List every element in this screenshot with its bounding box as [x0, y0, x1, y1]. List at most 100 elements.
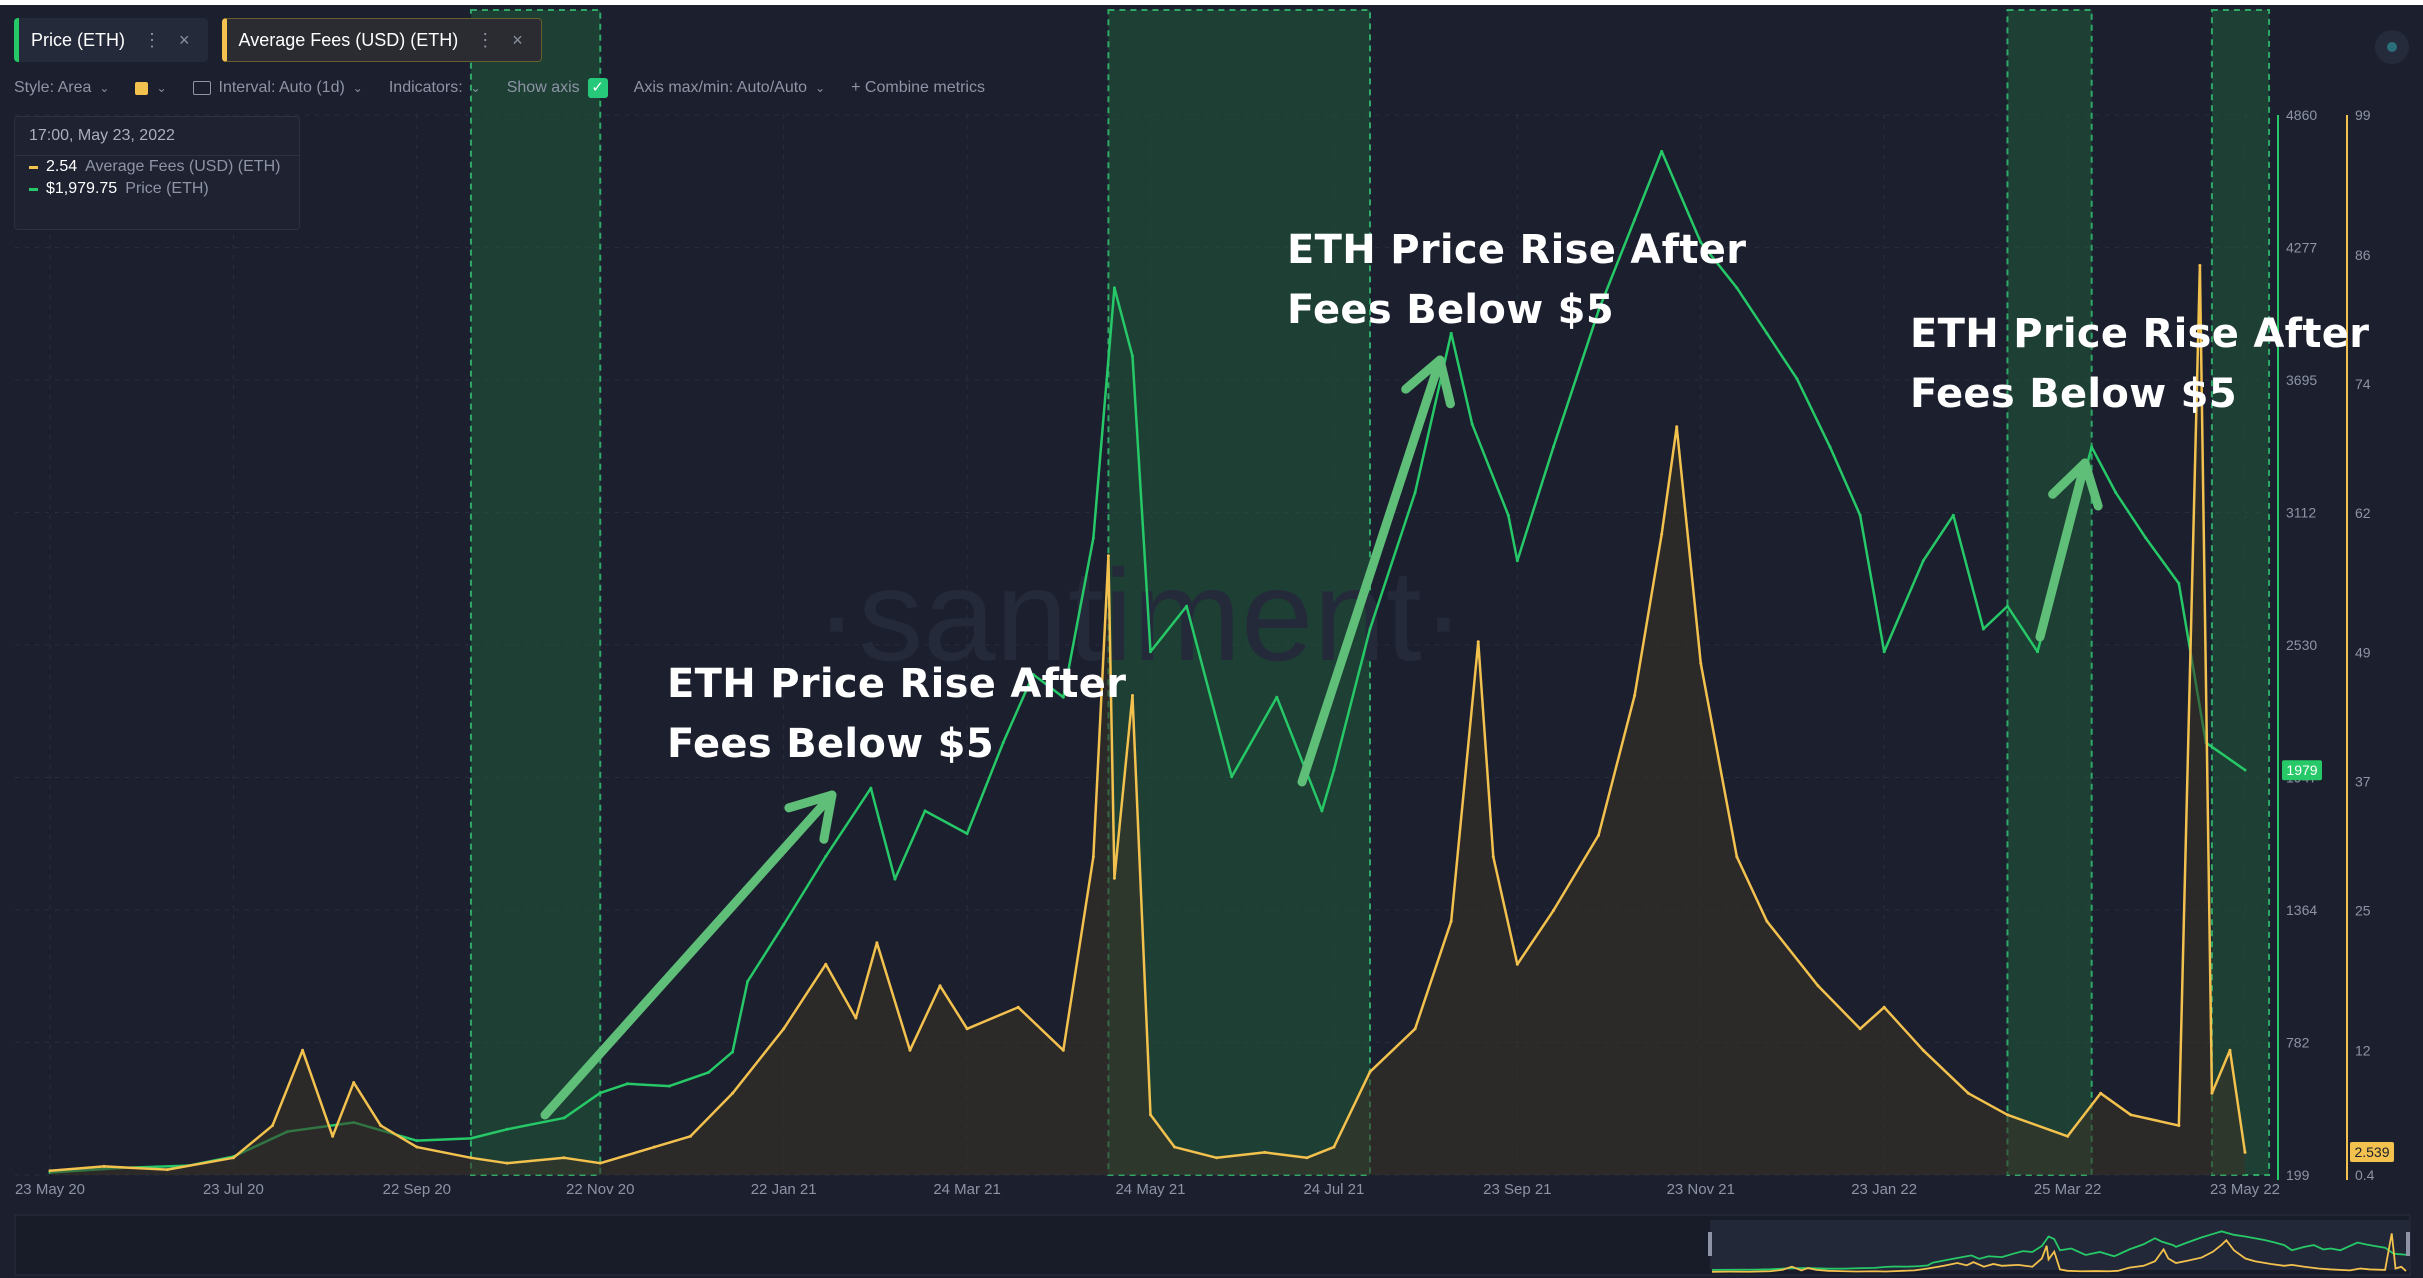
x-tick-label: 24 May 21 [1115, 1181, 1185, 1198]
fees-point [271, 1124, 274, 1127]
color-dropdown[interactable]: ⌄ [135, 81, 166, 95]
fees-point [2198, 264, 2201, 267]
tab-price[interactable]: Price (ETH) ⋮ × [14, 18, 208, 62]
fees-point [1113, 877, 1116, 880]
fees-point [1092, 855, 1095, 858]
fees-point [1450, 920, 1453, 923]
fees-point [689, 1135, 692, 1138]
fees-point [1516, 963, 1519, 966]
fees-point [1552, 909, 1555, 912]
legend-price-value: $1,979.75 [46, 180, 117, 198]
fees-axis-tick: 62 [2355, 505, 2371, 521]
price-point [731, 1050, 734, 1053]
tab-fees-close-icon[interactable]: × [512, 30, 523, 51]
price-axis-tick: 1364 [2286, 902, 2317, 918]
fees-point [1699, 662, 1702, 665]
fees-point [103, 1165, 106, 1168]
price-point [782, 923, 785, 926]
tab-price-close-icon[interactable]: × [179, 30, 190, 51]
combine-metrics-button[interactable]: + Combine metrics [851, 79, 985, 97]
price-point [2036, 650, 2039, 653]
fees-point [415, 1146, 418, 1149]
price-point [2144, 536, 2147, 539]
fees-point [2066, 1135, 2069, 1138]
tab-price-menu-icon[interactable]: ⋮ [143, 30, 161, 51]
indicators-dropdown[interactable]: Indicators: ⌄ [389, 79, 481, 97]
annotation-3: ETH Price Rise After Fees Below $5 [1910, 304, 2369, 424]
price-point [1982, 627, 1985, 630]
chevron-down-icon: ⌄ [815, 81, 825, 95]
price-point [1507, 514, 1510, 517]
fees-point [939, 984, 942, 987]
interval-dropdown[interactable]: Interval: Auto (1d) ⌄ [193, 79, 363, 97]
fees-axis-tick: 37 [2355, 774, 2371, 790]
axis-maxmin-dropdown[interactable]: Axis max/min: Auto/Auto ⌄ [634, 79, 825, 97]
price-point [1185, 605, 1188, 608]
chevron-down-icon: ⌄ [471, 81, 481, 95]
axis-maxmin-label: Axis max/min: Auto/Auto [634, 79, 807, 97]
price-point [563, 1116, 566, 1119]
fees-point [1597, 834, 1600, 837]
tab-fees[interactable]: Average Fees (USD) (ETH) ⋮ × [222, 18, 542, 62]
tooltip-legend: 17:00, May 23, 2022 2.54 Average Fees (U… [14, 116, 300, 230]
price-point [824, 855, 827, 858]
chevron-down-icon: ⌄ [156, 81, 166, 95]
fees-point [232, 1156, 235, 1159]
chevron-down-icon: ⌄ [353, 81, 363, 95]
annotation-2-text: ETH Price Rise After Fees Below $5 [1287, 220, 1746, 340]
fees-point [1660, 533, 1663, 536]
fees-point [2129, 1113, 2132, 1116]
legend-date: 17:00, May 23, 2022 [15, 117, 299, 156]
fees-point [1735, 855, 1738, 858]
fees-point [1765, 920, 1768, 923]
x-tick-label: 23 May 22 [2210, 1181, 2280, 1198]
fees-current-label: 2.539 [2354, 1144, 2389, 1160]
tab-fees-menu-icon[interactable]: ⋮ [476, 30, 494, 51]
tab-fees-label: Average Fees (USD) (ETH) [239, 30, 459, 51]
price-point [2006, 605, 2009, 608]
price-point [2114, 491, 2117, 494]
chevron-down-icon: ⌄ [99, 81, 109, 95]
x-tick-label: 24 Mar 21 [933, 1181, 1001, 1198]
fees-point [1967, 1092, 1970, 1095]
fees-point [1332, 1146, 1335, 1149]
price-point [2177, 582, 2180, 585]
price-point [1230, 775, 1233, 778]
fees-point [1414, 1027, 1417, 1030]
fees-point [2228, 1049, 2231, 1052]
price-point [1552, 446, 1555, 449]
fees-point [1149, 1113, 1152, 1116]
x-tick-label: 25 Mar 22 [2034, 1181, 2102, 1198]
annotation-1-text: ETH Price Rise After Fees Below $5 [667, 654, 1126, 774]
fees-point [908, 1049, 911, 1052]
style-dropdown[interactable]: Style: Area ⌄ [14, 79, 109, 97]
x-tick-label: 23 Jul 20 [203, 1181, 264, 1198]
fees-point [1817, 984, 1820, 987]
fees-point [1263, 1151, 1266, 1154]
color-swatch-icon [135, 82, 148, 95]
fees-point [2177, 1124, 2180, 1127]
fees-point [1107, 554, 1110, 557]
price-point [1369, 627, 1372, 630]
price-point [626, 1082, 629, 1085]
price-point [1113, 286, 1116, 289]
fees-point [331, 1135, 334, 1138]
fees-point [1633, 694, 1636, 697]
legend-fees-label: Average Fees (USD) (ETH) [85, 158, 280, 176]
price-point [1320, 809, 1323, 812]
price-axis-tick: 3112 [2286, 505, 2316, 521]
price-axis-tick: 2530 [2286, 637, 2317, 653]
checkbox-checked-icon[interactable]: ✓ [588, 78, 608, 98]
price-current-label: 1979 [2286, 762, 2317, 778]
legend-price-label: Price (ETH) [125, 180, 209, 198]
show-axis-toggle[interactable]: Show axis ✓ [507, 78, 608, 98]
style-label: Style: Area [14, 79, 91, 97]
indicators-label: Indicators: [389, 79, 463, 97]
price-point [1765, 332, 1768, 335]
status-dot-icon[interactable] [2375, 30, 2409, 64]
x-tick-label: 23 Nov 21 [1667, 1181, 1735, 1198]
price-point [1471, 423, 1474, 426]
price-point [469, 1137, 472, 1140]
fees-point [1883, 1006, 1886, 1009]
